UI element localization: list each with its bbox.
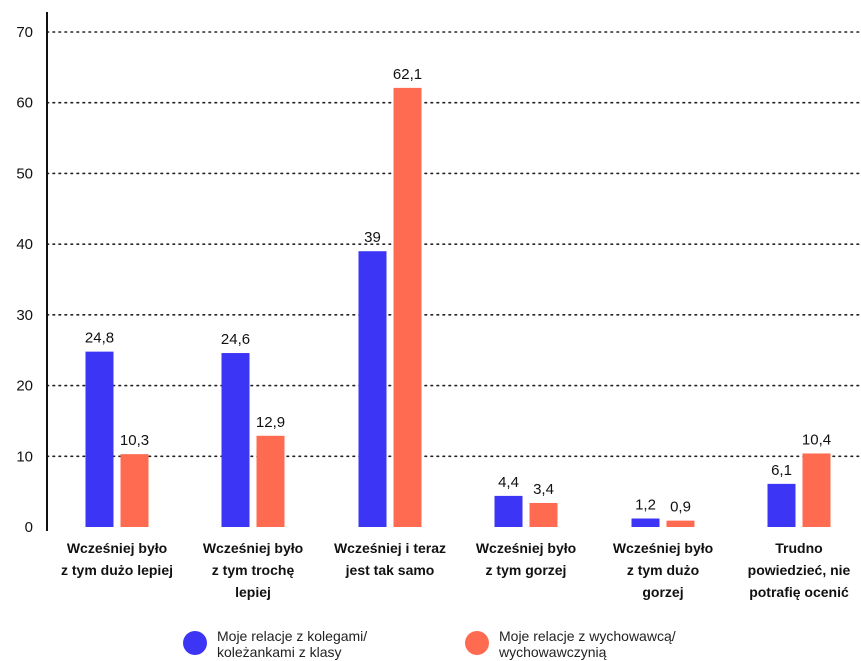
data-label-teacher-1: 12,9 (256, 414, 285, 431)
legend-label-teacher: Moje relacje z wychowawcą/ wychowawczyni… (499, 628, 676, 660)
bar-teacher-3 (529, 502, 558, 527)
category-label-4: Wcześniej było z tym dużo gorzej (613, 540, 713, 600)
data-label-teacher-3: 3,4 (533, 481, 554, 498)
y-tick-label-20: 20 (16, 378, 33, 395)
bar-peers-0 (85, 351, 114, 527)
data-label-peers-3: 4,4 (498, 474, 519, 491)
y-tick-label-70: 70 (16, 24, 33, 41)
bar-chart: 0 10 20 30 40 50 60 70 24,8 24,6 39 4,4 1,2 6,1 10,3 12… (16, 12, 861, 600)
data-label-teacher-5: 10,4 (802, 431, 831, 448)
data-label-teacher-4: 0,9 (670, 499, 691, 516)
data-label-peers-0: 24,8 (85, 330, 114, 347)
data-label-peers-1: 24,6 (221, 331, 250, 348)
legend-item-teacher: Moje relacje z wychowawcą/ wychowawczyni… (465, 628, 714, 660)
bar-peers-1 (221, 353, 250, 527)
bar-peers-4 (631, 518, 660, 527)
data-label-teacher-0: 10,3 (120, 432, 149, 449)
y-tick-label-30: 30 (16, 307, 33, 324)
y-tick-label-0: 0 (25, 519, 33, 536)
y-tick-label-40: 40 (16, 236, 33, 253)
bar-teacher-1 (256, 435, 285, 527)
data-label-peers-2: 39 (364, 229, 381, 246)
bar-teacher-2 (393, 87, 422, 527)
y-tick-label-60: 60 (16, 95, 33, 112)
category-label-1: Wcześniej było z tym trochę lepiej (203, 540, 303, 600)
legend-swatch-peers (183, 631, 207, 655)
category-label-0: Wcześniej było z tym dużo lepiej (61, 540, 173, 578)
bar-teacher-0 (120, 454, 149, 527)
bar-peers-5 (767, 483, 796, 527)
y-tick-label-10: 10 (16, 448, 33, 465)
legend-label-peers: Moje relacje z kolegami/ koleżankami z k… (217, 628, 368, 660)
data-label-teacher-2: 62,1 (393, 66, 422, 83)
data-label-peers-4: 1,2 (635, 497, 656, 514)
bar-peers-2 (358, 251, 387, 527)
data-label-peers-5: 6,1 (771, 462, 792, 479)
category-label-2: Wcześniej i teraz jest tak samo (334, 540, 446, 578)
category-label-5: Trudno powiedzieć, nie potrafię ocenić (748, 540, 851, 600)
bar-peers-3 (494, 495, 523, 527)
y-tick-label-50: 50 (16, 165, 33, 182)
bar-teacher-5 (802, 453, 831, 527)
category-label-3: Wcześniej było z tym gorzej (476, 540, 576, 578)
legend-swatch-teacher (465, 631, 489, 655)
bar-teacher-4 (666, 520, 695, 527)
legend-item-peers: Moje relacje z kolegami/ koleżankami z k… (183, 628, 432, 660)
